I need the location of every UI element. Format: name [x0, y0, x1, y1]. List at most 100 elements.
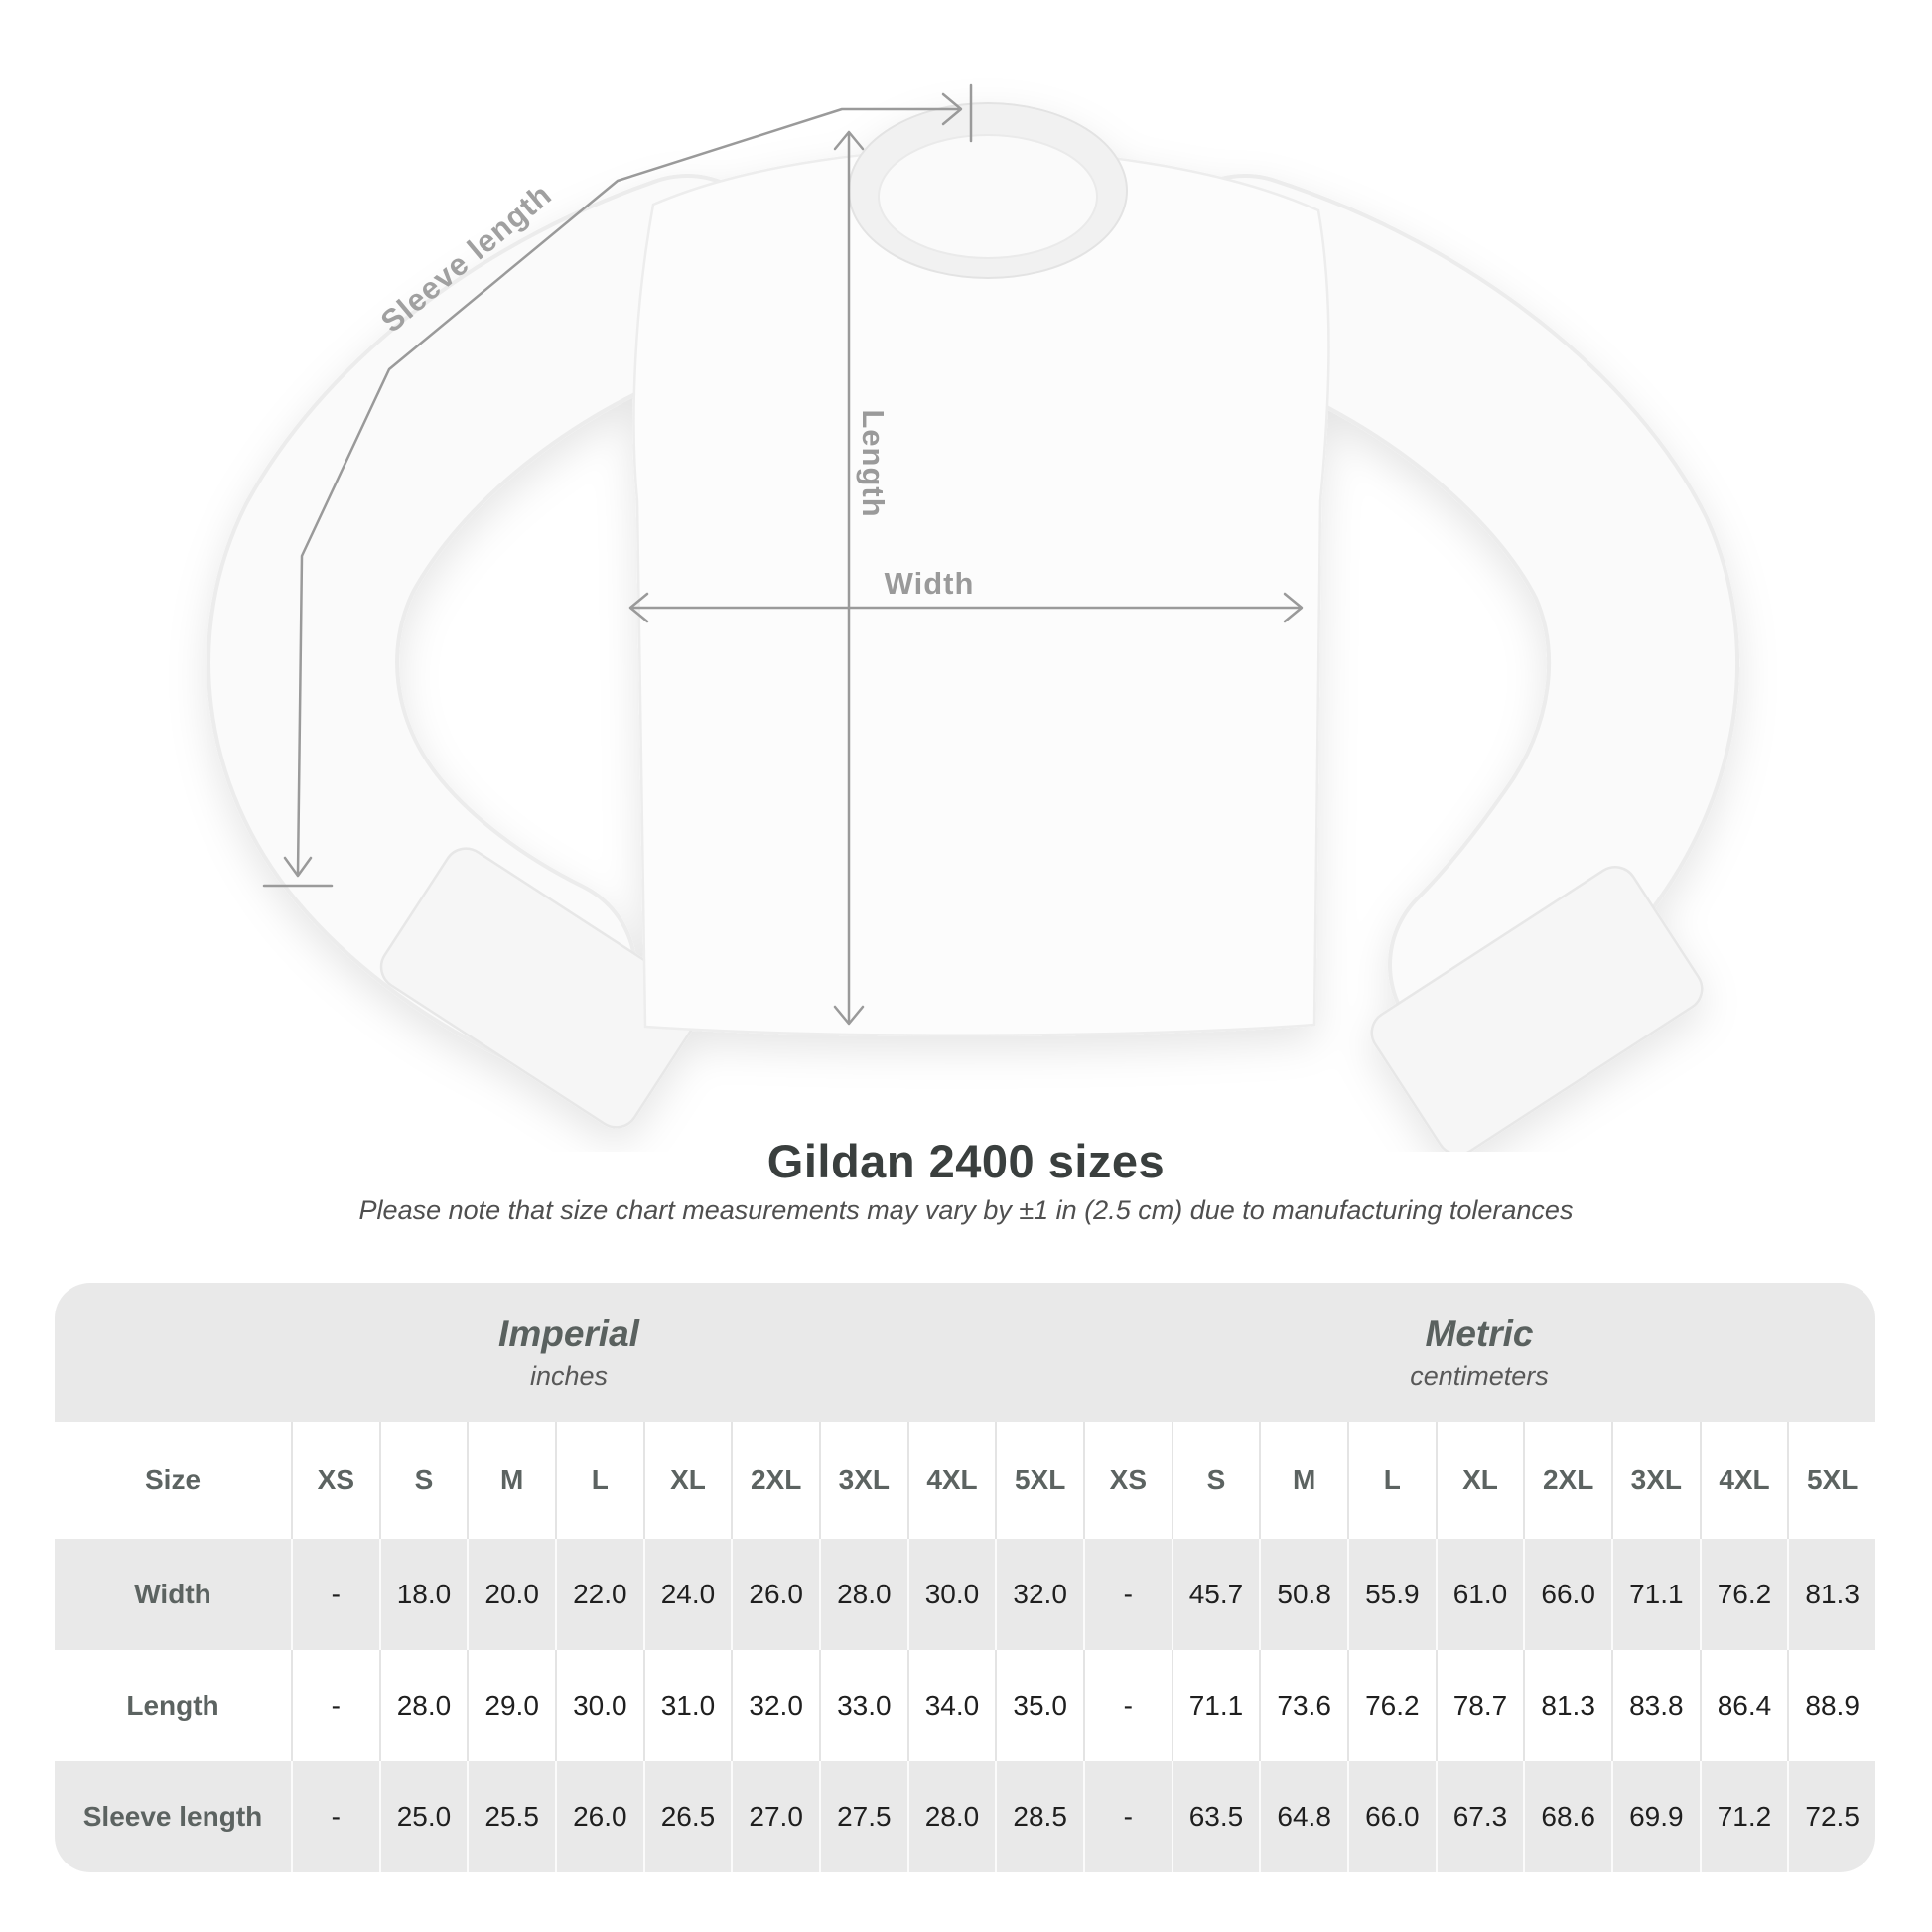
size-row-header: Size: [144, 1464, 202, 1495]
value-cell: 28.0: [818, 1539, 907, 1650]
value-cell: 34.0: [906, 1650, 996, 1761]
unit-band: Imperial inches Metric centimeters: [55, 1283, 1875, 1422]
size-column-header: XS: [291, 1422, 379, 1539]
table-row: Width -18.0 20.0 22.0 24.0 26.0 28.0 30.0 32.0-4…: [55, 1539, 1875, 1650]
value-cell: 50.8: [1259, 1539, 1347, 1650]
value-cell: 64.8: [1259, 1761, 1347, 1872]
value-cell: 86.4: [1699, 1650, 1788, 1761]
value-cell: 18.0: [378, 1539, 468, 1650]
value-cell: 71.1: [1610, 1539, 1700, 1650]
value-cell: 30.0: [554, 1650, 643, 1761]
value-cell: 26.5: [642, 1761, 732, 1872]
value-cell: 32.0: [995, 1539, 1083, 1650]
table-row: Size XS S M L XL 2XL 3XL 4XL 5XL XS S M L XL 2XL 3XL 4XL 5…: [55, 1422, 1875, 1539]
value-cell: 76.2: [1346, 1650, 1436, 1761]
shirt-illustration: [207, 83, 1740, 1152]
value-cell: 66.0: [1346, 1761, 1436, 1872]
table-row: Sleeve length -25.0 25.5 26.0 26.5 27.0 27.5 28…: [55, 1761, 1875, 1872]
right-cuff: [1370, 865, 1704, 1152]
page-title: Gildan 2400 sizes: [766, 1135, 1166, 1187]
size-column-header: 2XL: [1523, 1422, 1611, 1539]
size-table-rows: Size XS S M L XL 2XL 3XL 4XL 5XL XS S M L XL 2XL 3XL 4XL 5…: [55, 1422, 1875, 1872]
shirt-diagram: Sleeve length Length Width: [207, 83, 1740, 1152]
value-cell: 63.5: [1171, 1761, 1260, 1872]
value-cell: 78.7: [1435, 1650, 1524, 1761]
size-column-header: S: [378, 1422, 468, 1539]
shirt-body: [632, 147, 1330, 1037]
value-cell: -: [291, 1650, 379, 1761]
measurement-row-label: Length: [126, 1690, 219, 1721]
right-sleeve-fill: [1153, 178, 1736, 1057]
value-cell: 71.2: [1699, 1761, 1788, 1872]
value-cell: 27.5: [818, 1761, 907, 1872]
value-cell: 88.9: [1787, 1650, 1875, 1761]
value-cell: 24.0: [642, 1539, 732, 1650]
value-cell: 20.0: [467, 1539, 555, 1650]
left-cuff: [379, 847, 703, 1129]
value-cell: -: [291, 1539, 379, 1650]
size-column-header: L: [554, 1422, 643, 1539]
imperial-title: Imperial: [498, 1312, 639, 1354]
value-cell: 81.3: [1523, 1650, 1611, 1761]
value-cell: 71.1: [1171, 1650, 1260, 1761]
tolerance-note: Please note that size chart measurements…: [358, 1195, 1574, 1225]
value-cell: -: [1082, 1539, 1172, 1650]
size-column-header: S: [1171, 1422, 1260, 1539]
size-column-header: M: [467, 1422, 555, 1539]
value-cell: 30.0: [906, 1539, 996, 1650]
metric-title: Metric: [1425, 1312, 1534, 1354]
value-cell: 31.0: [642, 1650, 732, 1761]
size-column-header: M: [1259, 1422, 1347, 1539]
value-cell: 27.0: [731, 1761, 819, 1872]
width-label: Width: [884, 566, 975, 601]
value-cell: 28.5: [995, 1761, 1083, 1872]
size-column-header: XL: [642, 1422, 732, 1539]
size-column-header: XS: [1082, 1422, 1172, 1539]
value-cell: 26.0: [731, 1539, 819, 1650]
value-cell: 61.0: [1435, 1539, 1524, 1650]
size-column-header: 5XL: [995, 1422, 1083, 1539]
value-cell: 45.7: [1171, 1539, 1260, 1650]
value-cell: 55.9: [1346, 1539, 1436, 1650]
size-column-header: 3XL: [1610, 1422, 1700, 1539]
value-cell: 29.0: [467, 1650, 555, 1761]
value-cell: 26.0: [554, 1761, 643, 1872]
metric-header: Metric centimeters: [1083, 1283, 1875, 1422]
value-cell: -: [1082, 1650, 1172, 1761]
value-cell: 72.5: [1787, 1761, 1875, 1872]
width-arrow: [628, 592, 1304, 623]
sleeve-length-arrow: [262, 83, 973, 888]
size-column-header: 4XL: [1699, 1422, 1788, 1539]
size-column-header: 5XL: [1787, 1422, 1875, 1539]
measurement-row-label: Width: [134, 1579, 211, 1609]
long-sleeve-shirt: [207, 102, 1740, 1152]
value-cell: 25.5: [467, 1761, 555, 1872]
size-column-header: 4XL: [906, 1422, 996, 1539]
value-cell: 33.0: [818, 1650, 907, 1761]
value-cell: 28.0: [906, 1761, 996, 1872]
value-cell: 67.3: [1435, 1761, 1524, 1872]
size-column-header: L: [1346, 1422, 1436, 1539]
value-cell: 32.0: [731, 1650, 819, 1761]
value-cell: 28.0: [378, 1650, 468, 1761]
size-column-header: 2XL: [731, 1422, 819, 1539]
size-column-header: XL: [1435, 1422, 1524, 1539]
table-row: Length -28.0 29.0 30.0 31.0 32.0 33.0 34.0 35.0-…: [55, 1650, 1875, 1761]
value-cell: 83.8: [1610, 1650, 1700, 1761]
value-cell: 35.0: [995, 1650, 1083, 1761]
value-cell: 81.3: [1787, 1539, 1875, 1650]
measurement-row-label: Sleeve length: [82, 1801, 263, 1832]
imperial-unit: inches: [529, 1360, 609, 1391]
length-arrow: [833, 130, 865, 1026]
value-cell: 76.2: [1699, 1539, 1788, 1650]
collar-inner: [878, 134, 1098, 259]
value-cell: -: [1082, 1761, 1172, 1872]
value-cell: 69.9: [1610, 1761, 1700, 1872]
metric-unit: centimeters: [1410, 1360, 1549, 1391]
value-cell: 73.6: [1259, 1650, 1347, 1761]
left-sleeve-fill: [210, 178, 779, 1063]
value-cell: 66.0: [1523, 1539, 1611, 1650]
value-cell: -: [291, 1761, 379, 1872]
size-column-header: 3XL: [818, 1422, 907, 1539]
